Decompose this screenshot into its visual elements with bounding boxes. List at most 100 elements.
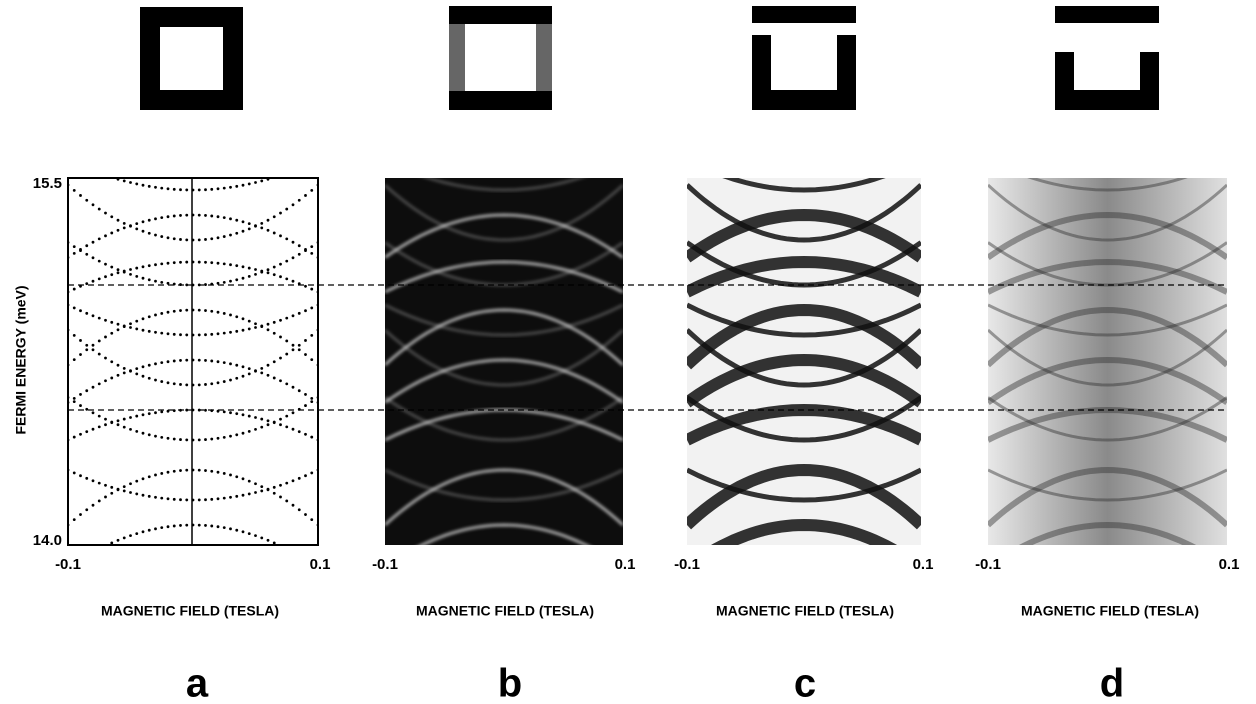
level-dot [129,482,132,485]
level-dot [92,344,95,347]
level-dot [167,262,170,265]
level-dot [160,187,163,190]
level-dot [223,235,226,238]
level-dot [154,186,157,189]
level-dot [85,408,88,411]
level-dot [235,433,238,436]
level-dot [104,379,107,382]
panel-letter: d [1100,662,1124,704]
level-dot [148,219,151,222]
level-dot [248,367,251,370]
level-dot [142,477,145,480]
level-dot [217,360,220,363]
level-dot [117,268,120,271]
level-dot [167,215,170,218]
level-dot [117,219,120,222]
level-dot [142,230,145,233]
level-dot [198,214,201,217]
level-dot [242,365,245,368]
level-dot [192,384,195,387]
level-dot [185,238,188,241]
level-dot [129,416,132,419]
level-dot [304,404,307,407]
level-dot [223,312,226,315]
level-dot [173,470,176,473]
level-dot [135,320,138,323]
level-dot [129,273,132,276]
level-dot [173,237,176,240]
level-dot [260,222,263,225]
level-dot [179,524,182,527]
level-dot [223,526,226,529]
level-dot [79,249,82,252]
level-dot [235,529,238,532]
level-dot [248,328,251,331]
level-dot [85,389,88,392]
level-dot [98,208,101,211]
level-dot [292,551,295,554]
level-dot [110,377,113,380]
level-dot [285,317,288,320]
level-dot [292,428,295,431]
level-dot [142,432,145,435]
level-dot [154,474,157,477]
level-dot [135,222,138,225]
level-dot [260,426,263,429]
level-dot [279,357,282,360]
level-dot [92,386,95,389]
level-dot [279,336,282,339]
level-dot [148,278,151,281]
level-dot [273,377,276,380]
level-dot [248,532,251,535]
level-dot [85,199,88,202]
level-dot [123,536,126,539]
level-dot [242,413,245,416]
level-dot [98,482,101,485]
level-dot [98,415,101,418]
level-dot [148,364,151,367]
level-dot [73,252,76,255]
level-dot [229,217,232,220]
level-dot [310,472,313,475]
level-dot [92,479,95,482]
level-dot [273,332,276,335]
level-dot [267,374,270,377]
level-dot [260,485,263,488]
x-axis-label: MAGNETIC FIELD (TESLA) [1021,603,1199,619]
level-dot [179,188,182,191]
level-dot [85,430,88,433]
level-dot [167,236,170,239]
level-dot [242,494,245,497]
level-dot [254,268,257,271]
level-dot [85,348,88,351]
level-dot [85,508,88,511]
level-dot [204,409,207,412]
level-dot [104,484,107,487]
level-dot [229,435,232,438]
level-dot [167,311,170,314]
level-dot [235,377,238,380]
x-tick-label: 0.1 [615,556,636,573]
x-tick-label: -0.1 [372,556,398,573]
level-dot [204,188,207,191]
level-dot [92,203,95,206]
level-dot [123,371,126,374]
level-dot [273,542,276,545]
level-dot [142,413,145,416]
level-dot [304,353,307,356]
level-dot [135,275,138,278]
level-dot [104,234,107,237]
level-dot [110,542,113,545]
x-tick-label: -0.1 [975,556,1001,573]
level-dot [98,317,101,320]
level-dot [310,252,313,255]
level-dot [217,187,220,190]
level-dot [73,162,76,165]
level-dot [260,325,263,328]
level-dot [292,348,295,351]
level-dot [248,493,251,496]
level-dot [210,237,213,240]
level-dot [223,380,226,383]
level-dot [248,320,251,323]
x-tick-label: -0.1 [55,556,81,573]
